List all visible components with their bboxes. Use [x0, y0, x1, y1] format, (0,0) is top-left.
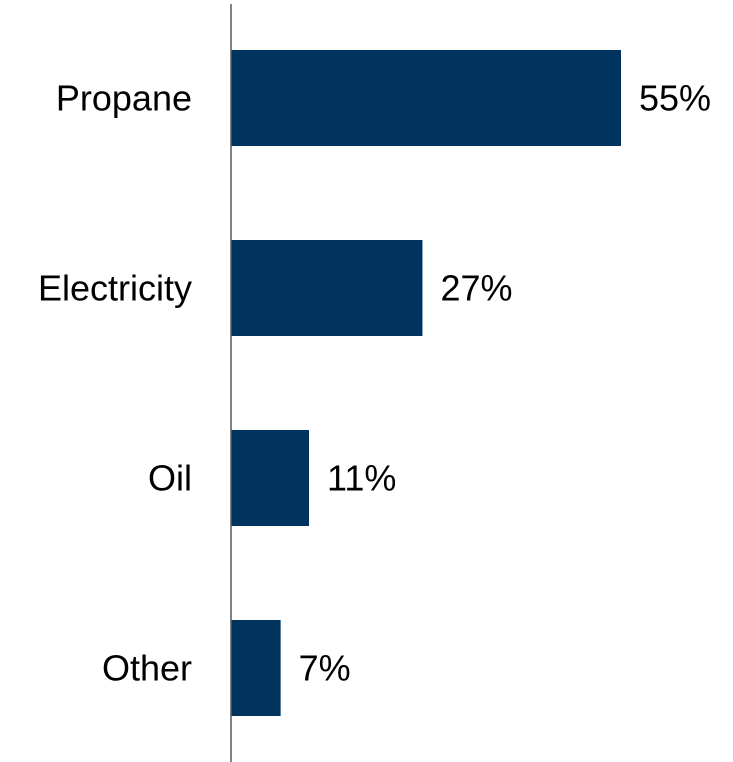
data-label-propane: 55%	[639, 78, 711, 119]
category-label-oil: Oil	[148, 458, 192, 499]
data-label-electricity: 27%	[440, 268, 512, 309]
bars-group	[231, 50, 621, 716]
category-label-propane: Propane	[56, 78, 192, 119]
bar-other	[231, 620, 281, 716]
bar-electricity	[231, 240, 423, 336]
category-label-electricity: Electricity	[38, 268, 192, 309]
bar-oil	[231, 430, 309, 526]
category-label-other: Other	[102, 648, 192, 689]
data-label-other: 7%	[299, 648, 351, 689]
data-label-oil: 11%	[327, 458, 396, 499]
labels-group: Propane 55% Electricity 27% Oil 11% Other 7%	[38, 78, 711, 689]
bar-propane	[231, 50, 621, 146]
